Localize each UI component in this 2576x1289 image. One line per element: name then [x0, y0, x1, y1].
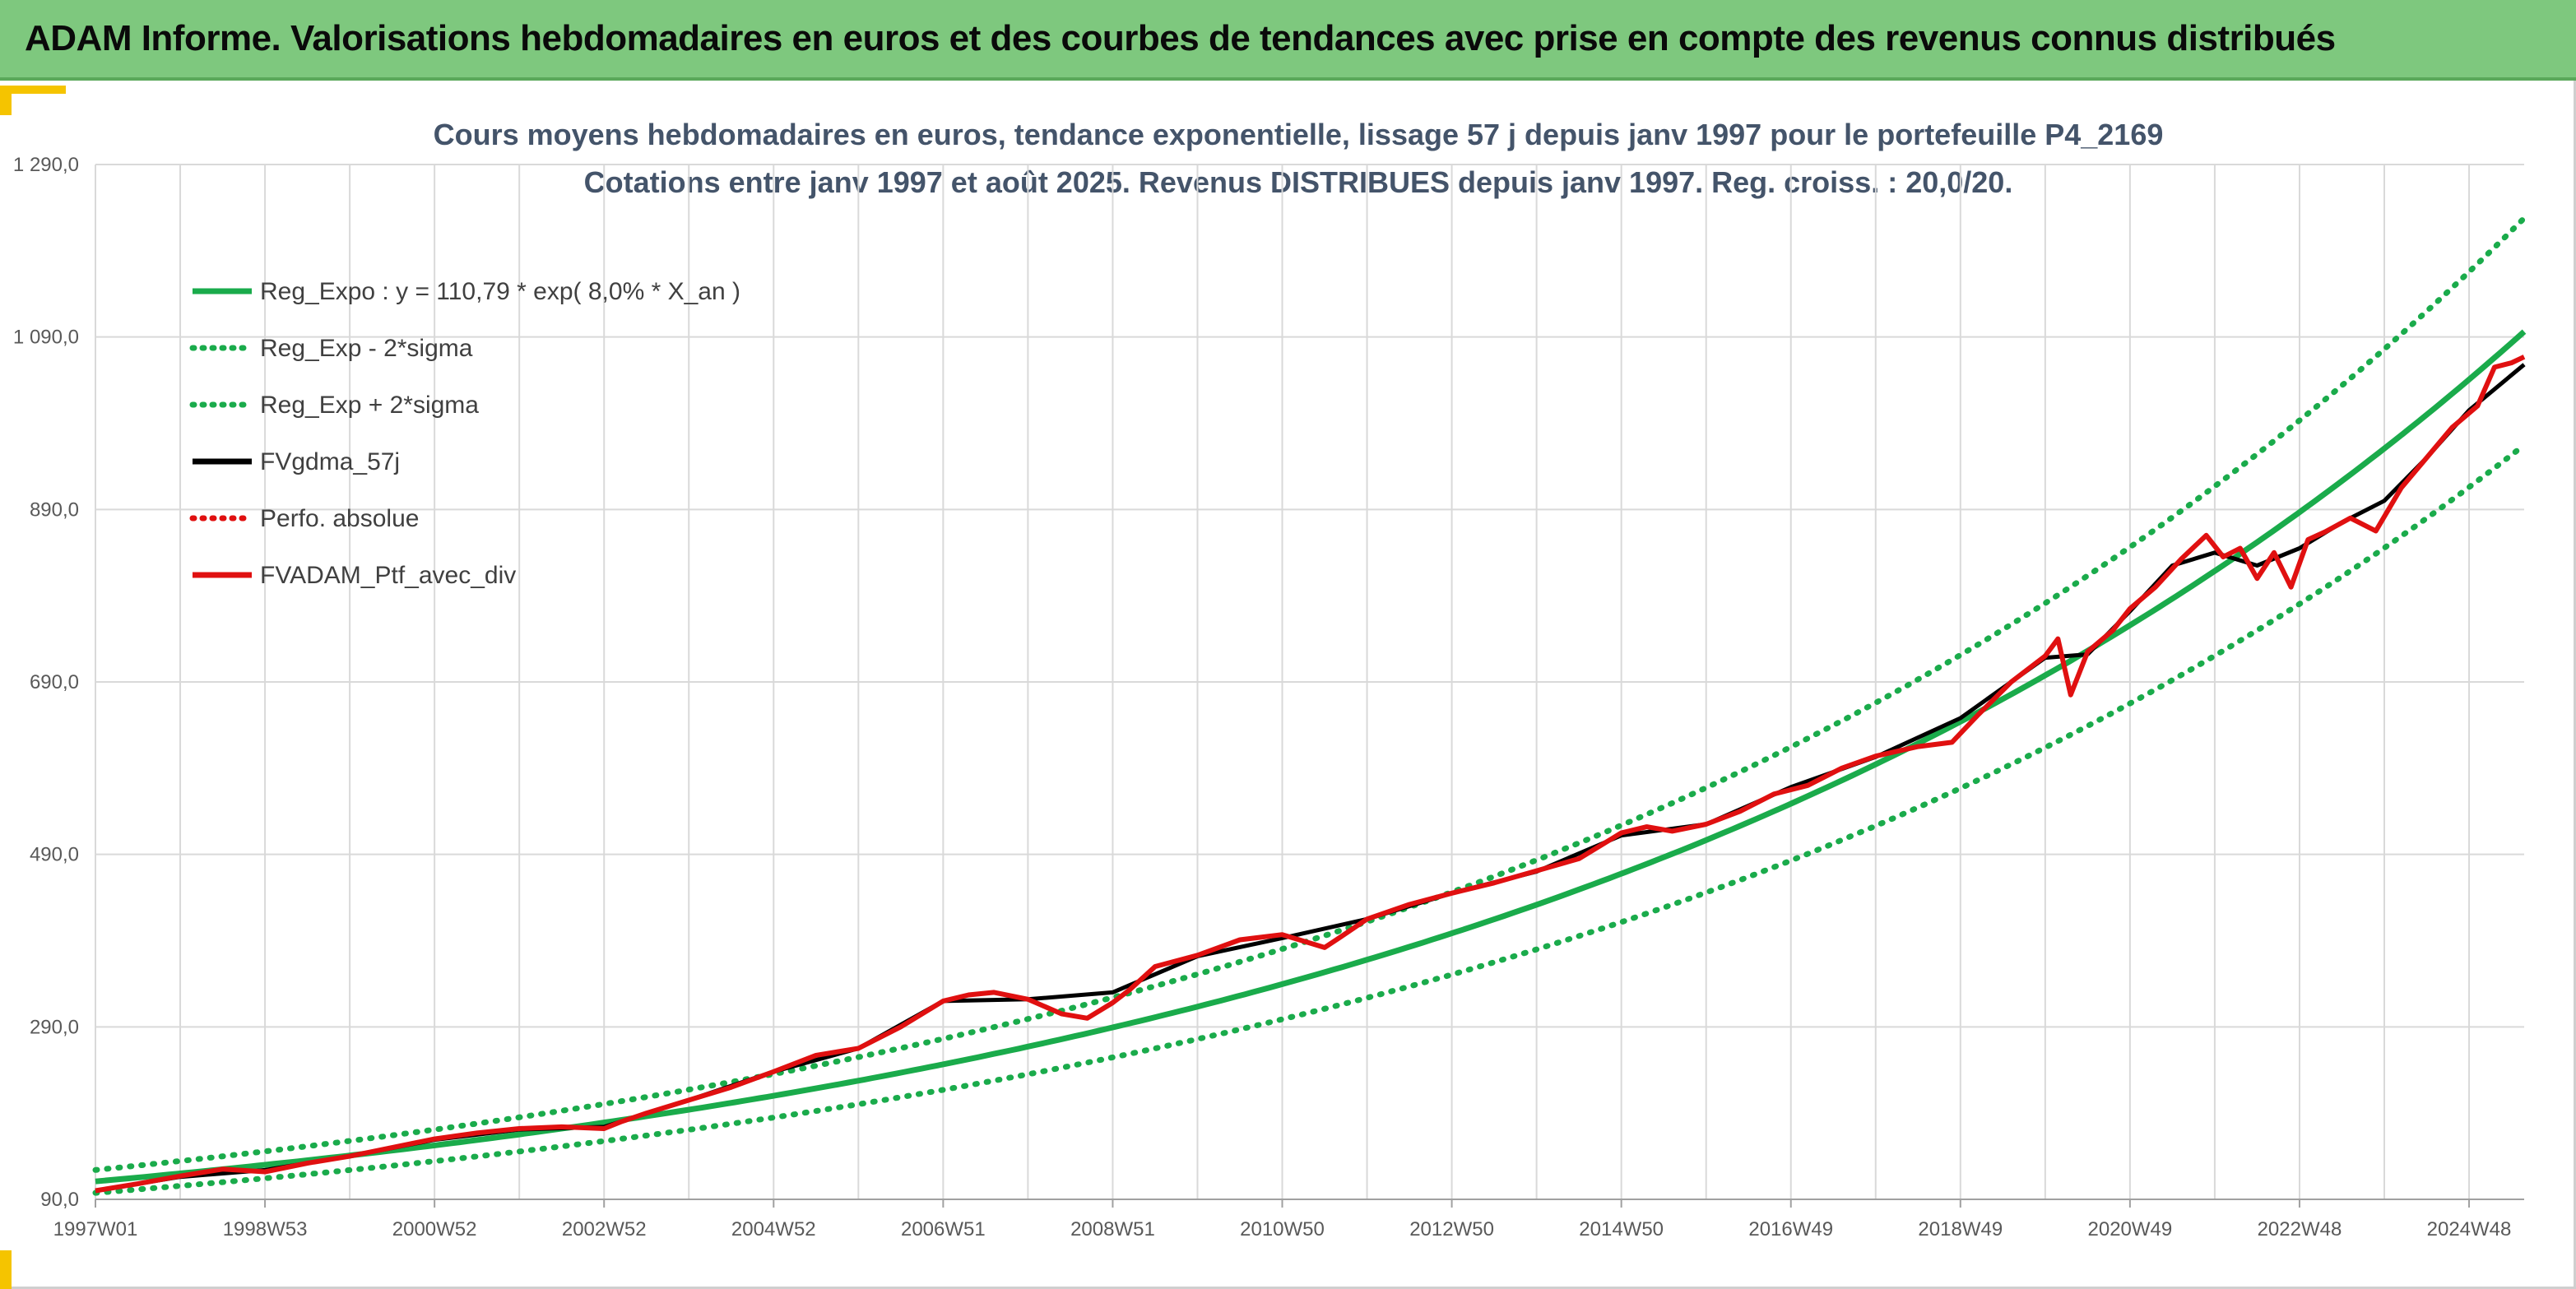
x-tick-label: 2002W52: [562, 1218, 647, 1240]
x-tick-label: 2018W49: [1918, 1218, 2003, 1240]
y-tick-label: 890,0: [30, 498, 79, 521]
series-reg-exp-minus-2sigma: [92, 442, 2527, 1196]
series-fvadam-ptf-avec-div: [95, 355, 2526, 1194]
legend-label: Perfo. absolue: [260, 505, 419, 532]
x-tick-label: 2000W52: [392, 1218, 477, 1240]
x-tick-label: 2010W50: [1240, 1218, 1325, 1240]
legend-label: FVADAM_Ptf_avec_div: [260, 562, 516, 589]
x-tick-label: 1997W01: [53, 1218, 138, 1240]
legend-label: Reg_Exp - 2*sigma: [260, 335, 473, 362]
y-tick-label: 690,0: [30, 671, 79, 693]
x-tick-label: 2014W50: [1579, 1218, 1664, 1240]
x-tick-label: 2022W48: [2258, 1218, 2342, 1240]
accent-strip-top: [0, 86, 66, 94]
legend-label: Reg_Exp + 2*sigma: [260, 392, 479, 419]
y-tick-label: 90,0: [40, 1189, 79, 1211]
x-tick-label: 2024W48: [2427, 1218, 2512, 1240]
x-tick-label: 2016W49: [1748, 1218, 1833, 1240]
y-tick-label: 1 090,0: [13, 327, 79, 349]
chart-subtitle: Cotations entre janv 1997 et août 2025. …: [584, 165, 2013, 199]
x-tick-label: 2020W49: [2088, 1218, 2173, 1240]
legend-label: Reg_Expo : y = 110,79 * exp( 8,0% * X_an…: [260, 278, 740, 305]
chart-frame: [0, 81, 2576, 1289]
y-tick-label: 490,0: [30, 844, 79, 866]
x-tick-label: 2008W51: [1070, 1218, 1155, 1240]
x-tick-label: 1998W53: [223, 1218, 308, 1240]
accent-corner-bottom: [0, 1250, 12, 1289]
header-bar: ADAM Informe. Valorisations hebdomadaire…: [0, 0, 2576, 81]
x-tick-label: 2012W50: [1409, 1218, 1494, 1240]
series-fvgdma-57j: [95, 363, 2526, 1193]
legend-label: FVgdma_57j: [260, 448, 400, 475]
x-tick-label: 2004W52: [731, 1218, 816, 1240]
y-tick-label: 1 290,0: [13, 154, 79, 176]
y-tick-label: 290,0: [30, 1016, 79, 1038]
x-tick-label: 2006W51: [901, 1218, 986, 1240]
chart-title: Cours moyens hebdomadaires en euros, ten…: [434, 118, 2164, 151]
page-title: ADAM Informe. Valorisations hebdomadaire…: [25, 18, 2336, 58]
series-reg-expo: [95, 329, 2527, 1185]
